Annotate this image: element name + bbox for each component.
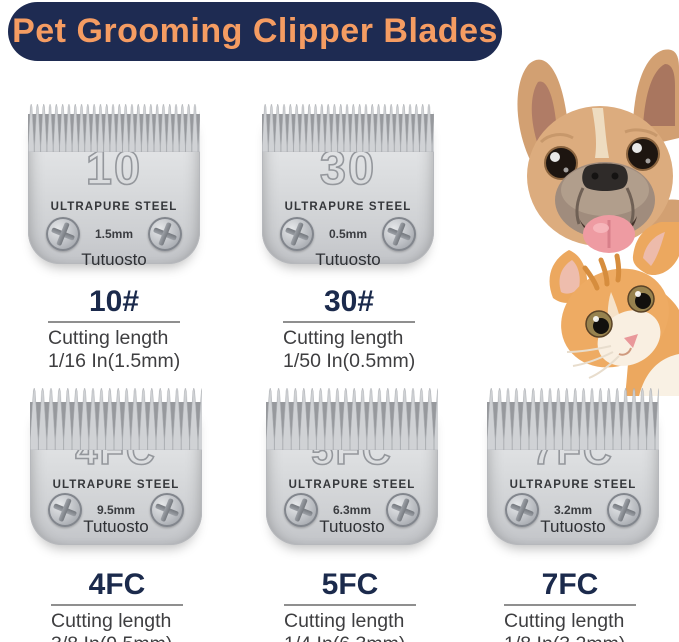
screw-icon: [150, 493, 184, 527]
cutting-length-value: 3/8 In(9.5mm): [51, 633, 183, 642]
blade-brand: Tutuosto: [81, 250, 147, 269]
screw-icon: [284, 493, 318, 527]
page-title: Pet Grooming Clipper Blades: [12, 12, 498, 50]
cutting-length-label: Cutting length: [51, 610, 172, 632]
blade-caption-4fc: 4FC Cutting length 3/8 In(9.5mm): [51, 570, 183, 642]
blade-caption-7fc: 7FC Cutting length 1/8 In(3.2mm): [504, 570, 636, 642]
blade-size-mm: 1.5mm: [94, 227, 134, 241]
screw-icon: [607, 493, 641, 527]
cutting-length-label: Cutting length: [283, 327, 404, 349]
blade-teeth-icon: [28, 104, 200, 152]
cutting-length-value: 1/4 In(6.3mm): [284, 633, 416, 642]
blade-teeth-icon: [262, 104, 434, 152]
blade-brand: Tutuosto: [319, 517, 385, 536]
cutting-length-value: 1/50 In(0.5mm): [283, 350, 416, 372]
caption-divider: [51, 604, 183, 606]
cutting-length-label: Cutting length: [48, 327, 169, 349]
screw-icon: [386, 493, 420, 527]
blade-name: 7FC: [541, 568, 599, 601]
screw-icon: [148, 217, 182, 251]
screw-icon: [48, 493, 82, 527]
cutting-length-value: 1/16 In(1.5mm): [48, 350, 181, 372]
cutting-length-value: 1/8 In(3.2mm): [504, 633, 636, 642]
screw-icon: [46, 217, 80, 251]
caption-divider: [48, 321, 180, 323]
blade-steel-label: ULTRAPURE STEEL: [284, 201, 412, 213]
blade-steel-label: ULTRAPURE STEEL: [50, 201, 178, 213]
caption-divider: [283, 321, 415, 323]
cat-photo: [549, 222, 679, 396]
screw-icon: [382, 217, 416, 251]
blade-caption-5fc: 5FC Cutting length 1/4 In(6.3mm): [284, 570, 416, 642]
blade-size-mm: 6.3mm: [332, 503, 372, 517]
blade-brand: Tutuosto: [315, 250, 381, 269]
screw-icon: [505, 493, 539, 527]
blade-name: 5FC: [321, 568, 379, 601]
dog-photo: [517, 49, 679, 255]
blade-steel-label: ULTRAPURE STEEL: [52, 479, 180, 491]
blade-brand: Tutuosto: [83, 517, 149, 536]
blade-size-mm: 0.5mm: [328, 227, 368, 241]
blade-size-mm: 9.5mm: [96, 503, 136, 517]
blade-teeth-icon: [487, 388, 659, 450]
title-banner: Pet Grooming Clipper Blades: [8, 2, 502, 61]
screw-icon: [280, 217, 314, 251]
blade-teeth-icon: [30, 388, 202, 450]
blade-name: 10#: [88, 285, 140, 318]
caption-divider: [284, 604, 416, 606]
blade-name: 4FC: [88, 568, 146, 601]
caption-divider: [504, 604, 636, 606]
cutting-length-label: Cutting length: [284, 610, 405, 632]
blade-caption-10: 10# Cutting length 1/16 In(1.5mm): [48, 287, 180, 373]
blade-size-mm: 3.2mm: [553, 503, 593, 517]
blade-caption-30: 30# Cutting length 1/50 In(0.5mm): [283, 287, 415, 373]
blade-brand: Tutuosto: [540, 517, 606, 536]
blade-teeth-icon: [266, 388, 438, 450]
blade-steel-label: ULTRAPURE STEEL: [288, 479, 416, 491]
blade-steel-label: ULTRAPURE STEEL: [509, 479, 637, 491]
cutting-length-label: Cutting length: [504, 610, 625, 632]
blade-name: 30#: [323, 285, 375, 318]
